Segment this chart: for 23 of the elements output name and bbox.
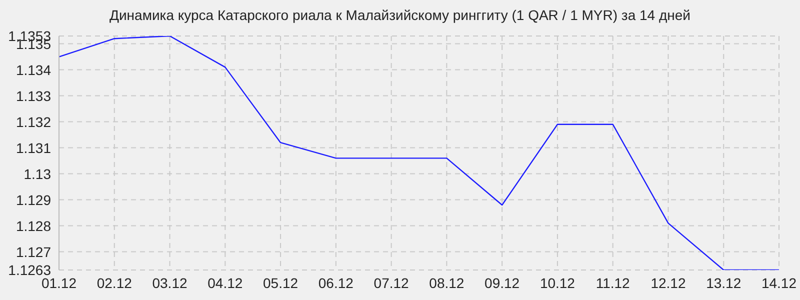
line-series bbox=[58, 36, 780, 270]
y-tick-label: 1.131 bbox=[16, 140, 52, 156]
x-tick-label: 08.12 bbox=[429, 274, 464, 291]
x-tick-label: 04.12 bbox=[208, 274, 243, 291]
x-tick-label: 07.12 bbox=[374, 274, 410, 291]
x-tick-label: 09.12 bbox=[484, 274, 520, 291]
x-tick-label: 13.12 bbox=[706, 274, 742, 291]
x-tick-label: 03.12 bbox=[152, 274, 188, 291]
x-tick-label: 11.12 bbox=[596, 274, 630, 291]
x-tick-label: 02.12 bbox=[96, 274, 132, 291]
y-tick-label: 1.129 bbox=[16, 192, 52, 208]
y-tick-label: 1.134 bbox=[16, 62, 52, 78]
y-tick-label: 1.133 bbox=[16, 88, 52, 104]
x-tick-label: 05.12 bbox=[263, 274, 298, 291]
x-tick-label: 14.12 bbox=[761, 274, 797, 291]
y-tick-label: 1.132 bbox=[16, 114, 52, 130]
x-tick-label: 06.12 bbox=[318, 274, 354, 291]
x-tick-label: 12.12 bbox=[650, 274, 686, 291]
y-tick-label: 1.127 bbox=[16, 244, 52, 260]
chart-title: Динамика курса Катарского риала к Малайзийскому ринггиту (1 QAR / 1 MYR) за 14 дней bbox=[110, 7, 690, 23]
y-tick-label: 1.13 bbox=[24, 166, 52, 182]
y-tick-label: 1.128 bbox=[16, 218, 52, 234]
x-tick-label: 10.12 bbox=[540, 274, 576, 291]
